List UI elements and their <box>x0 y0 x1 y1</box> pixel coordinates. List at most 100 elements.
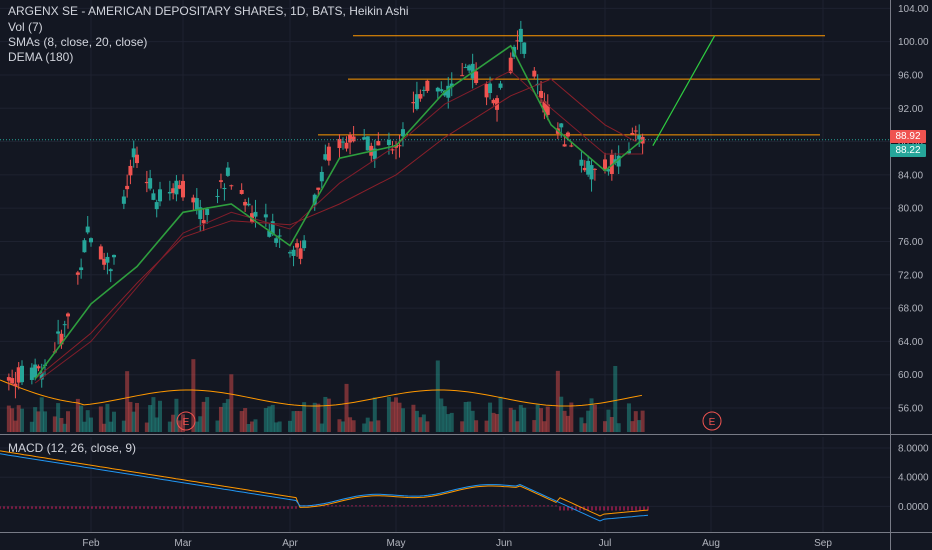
candle-body <box>498 83 503 88</box>
volume-bar <box>545 406 550 432</box>
volume-bar <box>508 407 513 432</box>
volume-bar <box>616 423 621 432</box>
macd-label: MACD (12, 26, close, 9) <box>8 441 137 455</box>
time-tick-label: Jul <box>599 538 612 549</box>
time-tick-label: Aug <box>702 538 720 549</box>
volume-bar <box>128 401 133 432</box>
volume-bar <box>344 383 349 432</box>
price-tick-label: 56.00 <box>898 404 923 415</box>
macd-tick-label: 8.0000 <box>898 443 929 454</box>
candle-body <box>326 146 331 161</box>
candle-body <box>13 383 18 387</box>
candle-body <box>253 211 258 217</box>
price-tick-label: 68.00 <box>898 304 923 315</box>
candle-body <box>154 202 159 210</box>
macd-tick-label: 0.0000 <box>898 502 929 513</box>
volume-bar <box>191 359 196 432</box>
volume-bar <box>539 408 544 432</box>
candle-body <box>135 154 139 164</box>
volume-bar <box>535 404 540 432</box>
volume-bar <box>198 416 203 432</box>
volume-bar <box>362 423 367 432</box>
volume-bar <box>323 396 328 432</box>
candle-body <box>295 243 300 248</box>
candle-body <box>79 267 84 271</box>
candle-body <box>121 196 126 204</box>
volume-bar <box>148 405 153 432</box>
volume-bar <box>442 406 447 432</box>
candle-body <box>36 366 41 369</box>
candle-body <box>545 104 550 115</box>
volume-bar <box>569 402 574 432</box>
volume-bar <box>13 420 18 432</box>
volume-bar <box>400 408 405 432</box>
candle-body <box>267 231 272 237</box>
smas-label: SMAs (8, close, 20, close) <box>8 35 148 49</box>
price-tick-label: 92.00 <box>898 104 923 115</box>
volume-bar <box>225 399 230 432</box>
candle-body <box>89 238 93 243</box>
volume-bar <box>66 411 70 432</box>
volume-bar <box>267 406 272 432</box>
candle-body <box>351 136 356 142</box>
volume-bar <box>369 421 374 432</box>
volume-bar <box>421 414 426 432</box>
candle-body <box>225 167 230 176</box>
candle-body <box>421 89 426 91</box>
candle-body <box>194 198 199 210</box>
volume-bar <box>43 411 47 432</box>
candle-body <box>390 149 395 151</box>
volume-bar <box>397 402 402 432</box>
volume-bar <box>39 397 44 432</box>
macd-line <box>0 453 649 522</box>
volume-bar <box>555 370 560 432</box>
candle-body <box>460 75 465 77</box>
volume-bar <box>82 421 87 432</box>
volume-bar <box>606 409 611 432</box>
volume-bar <box>75 398 80 432</box>
volume-bar <box>277 421 282 432</box>
volume-bar <box>488 402 493 432</box>
volume-bar <box>414 410 419 432</box>
candle-body <box>291 249 296 256</box>
candle-body <box>98 246 103 260</box>
macd-signal-line <box>0 450 649 517</box>
volume-label: Vol (7) <box>8 20 43 34</box>
volume-bar <box>263 408 268 432</box>
candle-body <box>85 226 90 233</box>
candle-body <box>191 197 196 203</box>
candle-body <box>418 94 423 99</box>
candle-body <box>144 181 149 184</box>
price-tick-label: 76.00 <box>898 237 923 248</box>
volume-bar <box>312 402 317 432</box>
volume-bar <box>495 414 500 432</box>
candle-body <box>341 141 345 143</box>
candle-body <box>201 220 206 224</box>
volume-bar <box>298 411 303 432</box>
candle-body <box>442 90 447 96</box>
candle-body <box>344 142 349 149</box>
candle-body <box>10 378 15 384</box>
volume-bar <box>288 420 292 432</box>
candle-body <box>298 248 303 259</box>
earnings-circle <box>176 411 196 431</box>
candle-body <box>633 130 638 132</box>
volume-bar <box>105 403 110 432</box>
candle-body <box>562 144 567 147</box>
price-tick-label: 64.00 <box>898 337 923 348</box>
candle-body <box>148 178 153 189</box>
candle-body <box>181 180 185 198</box>
candle-body <box>198 207 203 220</box>
volume-bar <box>218 406 223 432</box>
price-tick-label: 104.00 <box>898 4 929 15</box>
volume-bar <box>36 411 41 432</box>
candle-body <box>467 65 472 71</box>
candle-body <box>33 364 38 378</box>
candle-body <box>277 235 282 237</box>
candle-body <box>59 333 64 345</box>
volume-bar <box>613 365 618 432</box>
candle-body <box>613 159 618 163</box>
volume-bar <box>522 407 527 432</box>
volume-bar <box>246 423 251 432</box>
